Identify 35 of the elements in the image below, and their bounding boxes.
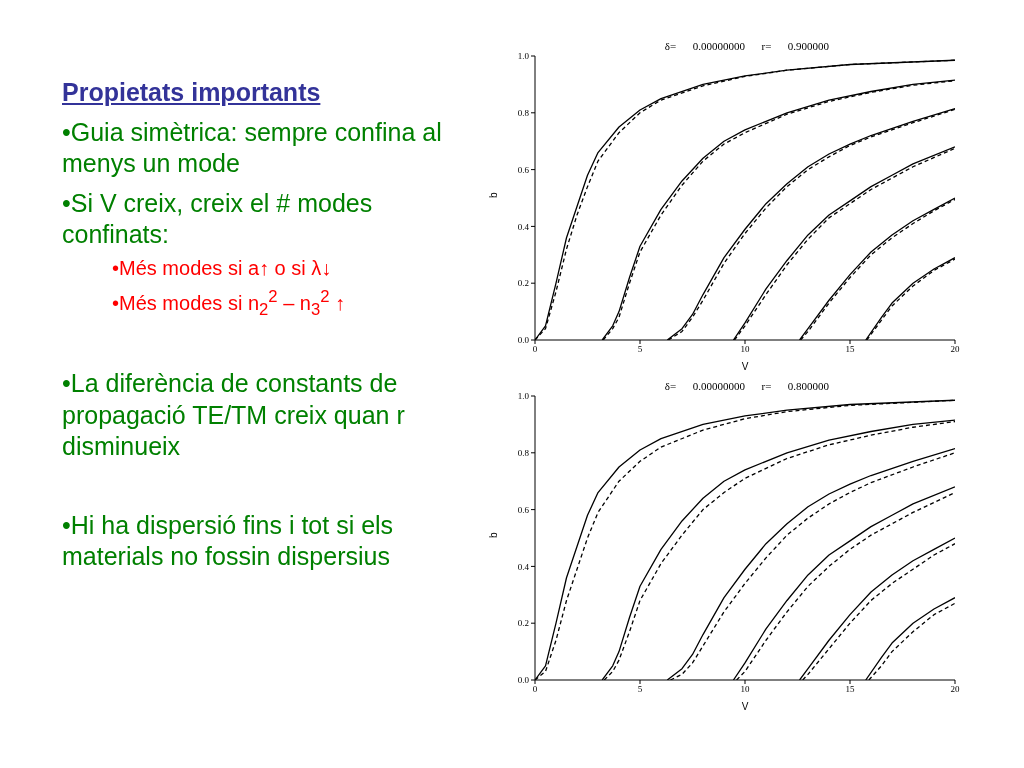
x-axis-title: V [741, 701, 749, 712]
y-tick-label: 0.8 [517, 447, 530, 458]
x-axis-title: V [741, 361, 749, 372]
y-tick-label: 0.8 [517, 107, 530, 118]
text: Propietats importants [62, 78, 322, 107]
x-tick-label: 15 [845, 344, 855, 355]
chart-title: δ= 0.00000000 r= 0.800000 [663, 380, 831, 392]
y-axis-title: b [487, 192, 499, 198]
x-tick-label: 15 [845, 684, 855, 695]
chart-title: δ= 0.00000000 r= 0.900000 [663, 40, 831, 52]
y-tick-label: 0.0 [517, 675, 530, 686]
y-tick-label: 0.6 [517, 504, 530, 515]
x-tick-label: 5 [637, 684, 643, 695]
text: •Més modes si a↑ o si λ↓ [112, 256, 333, 281]
y-tick-label: 1.0 [517, 391, 530, 402]
y-tick-label: 0.4 [517, 561, 530, 572]
y-axis-title: b [487, 532, 499, 538]
text: •Si V creix, creix el # modes confinats: [62, 187, 374, 250]
y-tick-label: 0.4 [517, 221, 530, 232]
y-tick-label: 0.6 [517, 164, 530, 175]
text: •Hi ha dispersió fins i tot si els materials no fossin dispersius [62, 510, 395, 573]
x-tick-label: 20 [950, 684, 960, 695]
text: •Més modes si n$_{2}$$^{2}$ – n$_{3}$$^{2}$ ↑ [112, 287, 347, 321]
text: •Guia simètrica: sempre confina al menys un mode [62, 117, 443, 180]
x-tick-label: 10 [740, 684, 750, 695]
y-tick-label: 0.2 [517, 278, 529, 289]
y-tick-label: 1.0 [517, 51, 530, 62]
x-tick-label: 10 [740, 344, 750, 355]
x-tick-label: 20 [950, 344, 960, 355]
y-tick-label: 0.0 [517, 335, 530, 346]
x-tick-label: 5 [637, 344, 643, 355]
x-tick-label: 0 [532, 344, 538, 355]
text: •La diferència de constants de propagació TE/TM creix quan r disminueix [62, 368, 406, 462]
y-tick-label: 0.2 [517, 618, 529, 629]
x-tick-label: 0 [532, 684, 538, 695]
